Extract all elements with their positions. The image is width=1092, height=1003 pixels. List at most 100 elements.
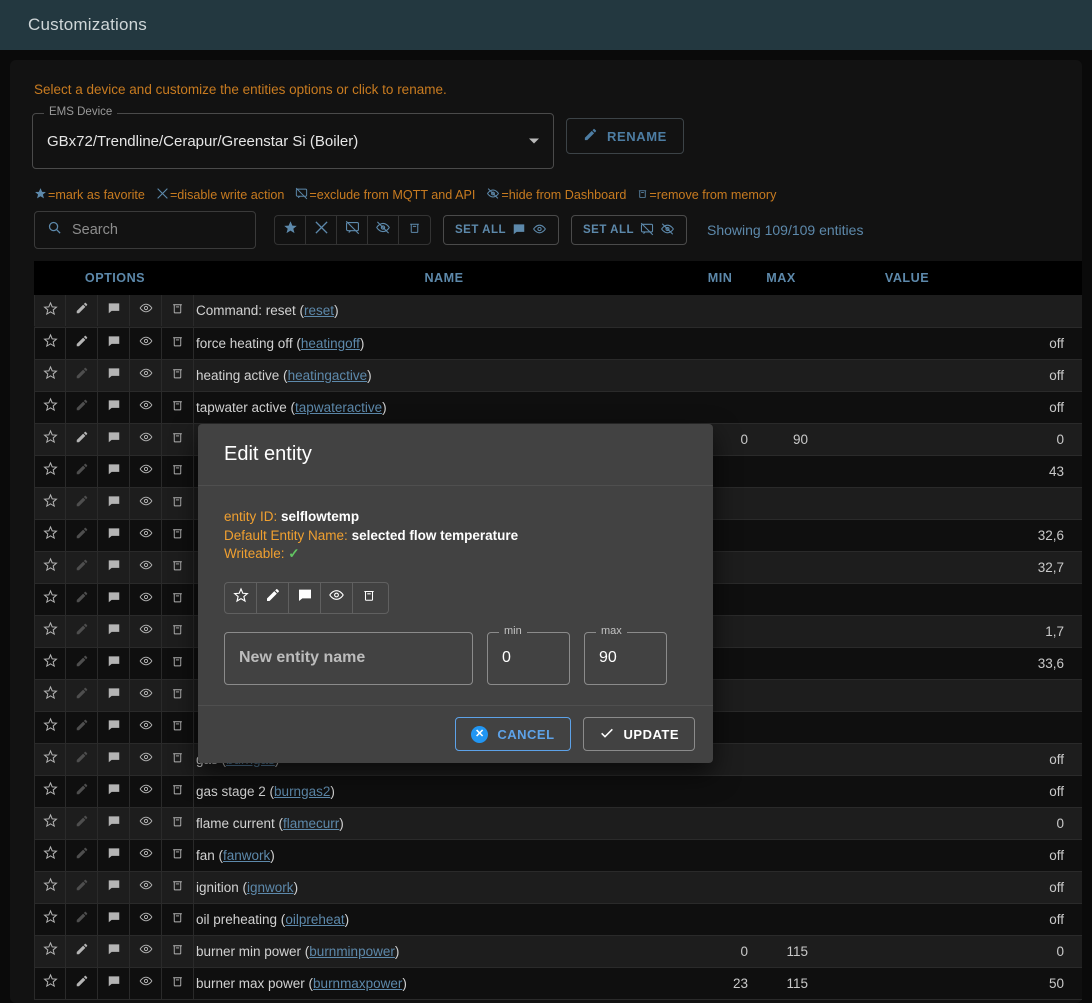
row-exclude-mqtt-button[interactable] <box>98 391 130 423</box>
row-remove-memory-button[interactable] <box>162 391 194 423</box>
row-exclude-mqtt-button[interactable] <box>98 583 130 615</box>
row-favorite-button[interactable] <box>34 423 66 455</box>
row-remove-memory-button[interactable] <box>162 807 194 839</box>
row-exclude-mqtt-button[interactable] <box>98 775 130 807</box>
row-hide-dashboard-button[interactable] <box>130 487 162 519</box>
row-rename-button[interactable] <box>66 903 98 935</box>
row-hide-dashboard-button[interactable] <box>130 679 162 711</box>
row-favorite-button[interactable] <box>34 359 66 391</box>
row-rename-button[interactable] <box>66 743 98 775</box>
row-favorite-button[interactable] <box>34 583 66 615</box>
row-hide-dashboard-button[interactable] <box>130 359 162 391</box>
column-header-name[interactable]: NAME <box>196 261 692 295</box>
row-remove-memory-button[interactable] <box>162 359 194 391</box>
entity-id-link[interactable]: burnminpower <box>309 943 395 959</box>
row-exclude-mqtt-button[interactable] <box>98 455 130 487</box>
entity-id-link[interactable]: oilpreheat <box>285 911 345 927</box>
row-exclude-mqtt-button[interactable] <box>98 327 130 359</box>
row-rename-button[interactable] <box>66 583 98 615</box>
row-favorite-button[interactable] <box>34 295 66 327</box>
row-favorite-button[interactable] <box>34 775 66 807</box>
bulk-exclude-mqtt-button[interactable] <box>337 216 368 244</box>
row-favorite-button[interactable] <box>34 807 66 839</box>
row-hide-dashboard-button[interactable] <box>130 807 162 839</box>
row-rename-button[interactable] <box>66 359 98 391</box>
bulk-remove-memory-button[interactable] <box>399 216 430 244</box>
row-exclude-mqtt-button[interactable] <box>98 839 130 871</box>
entity-id-link[interactable]: flamecurr <box>283 815 340 831</box>
row-exclude-mqtt-button[interactable] <box>98 967 130 999</box>
rename-button[interactable]: RENAME <box>566 118 684 154</box>
row-favorite-button[interactable] <box>34 647 66 679</box>
row-hide-dashboard-button[interactable] <box>130 455 162 487</box>
row-rename-button[interactable] <box>66 839 98 871</box>
row-favorite-button[interactable] <box>34 935 66 967</box>
row-rename-button[interactable] <box>66 807 98 839</box>
row-hide-dashboard-button[interactable] <box>130 839 162 871</box>
row-rename-button[interactable] <box>66 391 98 423</box>
row-favorite-button[interactable] <box>34 679 66 711</box>
row-rename-button[interactable] <box>66 711 98 743</box>
bulk-hide-dashboard-button[interactable] <box>368 216 399 244</box>
table-row[interactable]: burner max power (burnmaxpower) 23 115 50 <box>34 967 1082 1000</box>
row-remove-memory-button[interactable] <box>162 743 194 775</box>
row-exclude-mqtt-button[interactable] <box>98 519 130 551</box>
entity-id-link[interactable]: heatingoff <box>300 335 360 351</box>
row-favorite-button[interactable] <box>34 519 66 551</box>
chevron-down-icon[interactable] <box>529 138 539 144</box>
ems-device-select[interactable]: EMS Device GBx72/Trendline/Cerapur/Green… <box>32 106 554 169</box>
dialog-favorite-button[interactable] <box>225 582 257 613</box>
row-exclude-mqtt-button[interactable] <box>98 935 130 967</box>
row-remove-memory-button[interactable] <box>162 903 194 935</box>
row-remove-memory-button[interactable] <box>162 647 194 679</box>
entity-id-link[interactable]: tapwateractive <box>295 399 383 415</box>
row-hide-dashboard-button[interactable] <box>130 295 162 327</box>
column-header-max[interactable]: MAX <box>754 261 820 295</box>
row-favorite-button[interactable] <box>34 327 66 359</box>
new-entity-name-input[interactable]: New entity name <box>224 631 473 685</box>
row-exclude-mqtt-button[interactable] <box>98 615 130 647</box>
row-rename-button[interactable] <box>66 295 98 327</box>
row-remove-memory-button[interactable] <box>162 295 194 327</box>
row-exclude-mqtt-button[interactable] <box>98 295 130 327</box>
row-remove-memory-button[interactable] <box>162 423 194 455</box>
row-remove-memory-button[interactable] <box>162 327 194 359</box>
row-remove-memory-button[interactable] <box>162 711 194 743</box>
set-all-mqtt-dashboard-button[interactable]: SET ALL <box>443 215 559 245</box>
entity-id-link[interactable]: ignwork <box>247 879 294 895</box>
row-rename-button[interactable] <box>66 519 98 551</box>
table-row[interactable]: oil preheating (oilpreheat) off <box>34 903 1082 936</box>
row-remove-memory-button[interactable] <box>162 583 194 615</box>
row-exclude-mqtt-button[interactable] <box>98 647 130 679</box>
row-favorite-button[interactable] <box>34 391 66 423</box>
row-exclude-mqtt-button[interactable] <box>98 423 130 455</box>
cancel-button[interactable]: ✕ CANCEL <box>455 717 571 752</box>
entity-id-link[interactable]: fanwork <box>223 847 271 863</box>
bulk-favorite-button[interactable] <box>275 216 306 244</box>
search-input[interactable]: Search <box>34 211 256 249</box>
row-exclude-mqtt-button[interactable] <box>98 903 130 935</box>
entity-id-link[interactable]: heatingactive <box>287 367 368 383</box>
row-hide-dashboard-button[interactable] <box>130 327 162 359</box>
row-remove-memory-button[interactable] <box>162 775 194 807</box>
row-remove-memory-button[interactable] <box>162 615 194 647</box>
row-exclude-mqtt-button[interactable] <box>98 871 130 903</box>
column-header-value[interactable]: VALUE <box>820 261 1082 295</box>
row-favorite-button[interactable] <box>34 487 66 519</box>
dialog-hide-dashboard-button[interactable] <box>321 582 353 613</box>
row-remove-memory-button[interactable] <box>162 967 194 999</box>
row-remove-memory-button[interactable] <box>162 519 194 551</box>
table-row[interactable]: burner min power (burnminpower) 0 115 0 <box>34 935 1082 968</box>
row-remove-memory-button[interactable] <box>162 935 194 967</box>
row-exclude-mqtt-button[interactable] <box>98 807 130 839</box>
dialog-rename-button[interactable] <box>257 582 289 613</box>
table-row[interactable]: gas stage 2 (burngas2) off <box>34 775 1082 808</box>
row-favorite-button[interactable] <box>34 871 66 903</box>
min-input[interactable]: min 0 <box>487 624 570 685</box>
row-favorite-button[interactable] <box>34 743 66 775</box>
row-hide-dashboard-button[interactable] <box>130 871 162 903</box>
set-all-exclude-hide-button[interactable]: SET ALL <box>571 215 687 245</box>
row-remove-memory-button[interactable] <box>162 551 194 583</box>
table-row[interactable]: flame current (flamecurr) 0 <box>34 807 1082 840</box>
row-hide-dashboard-button[interactable] <box>130 967 162 999</box>
